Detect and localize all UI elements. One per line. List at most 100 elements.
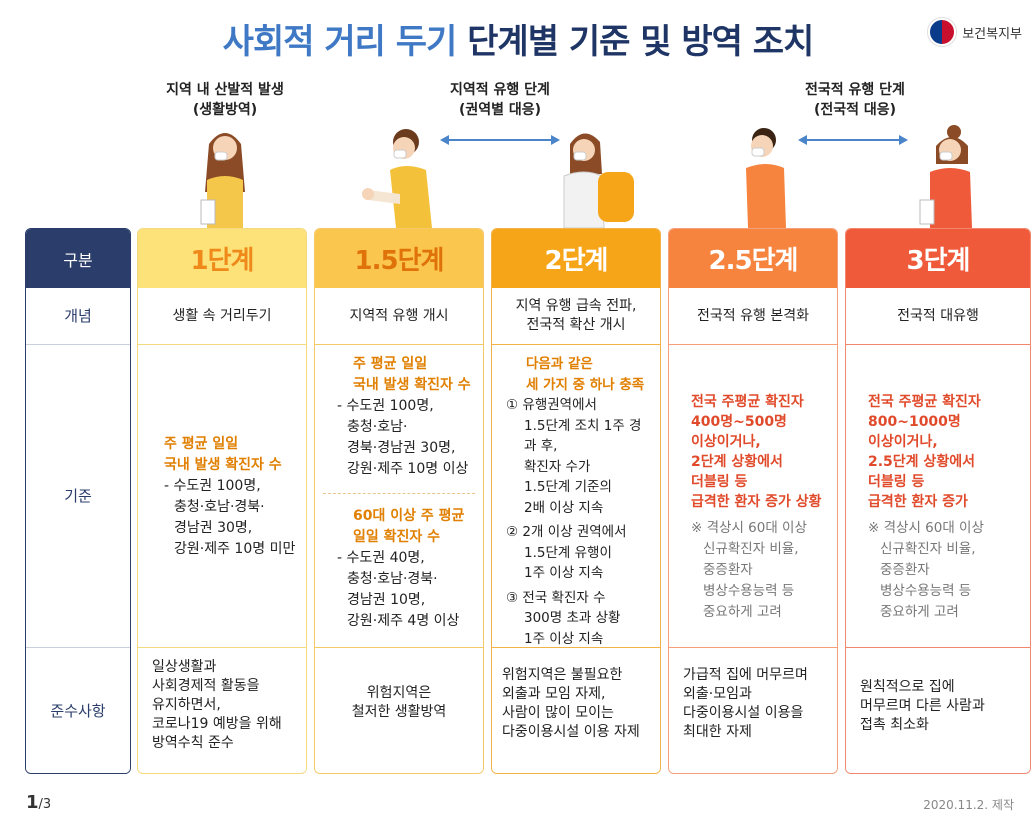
- stage25-criteria-line: 전국 주평균 확진자: [691, 394, 804, 410]
- stage15-criteria-b-line: 강원·제주 4명 이상: [347, 613, 460, 629]
- stage3-criteria: 전국 주평균 확진자 800~1000명 이상이거나, 2.5단계 상황에서 더…: [858, 392, 1030, 623]
- stage3-compliance: 원칙적으로 집에 머무르며 다른 사람과 접촉 최소화: [846, 648, 1030, 773]
- stage25-criteria-line: 2단계 상황에서: [691, 454, 783, 470]
- stage25-criteria-line: 더블링 등: [691, 474, 748, 490]
- stage15-criteria-a-line: 충청·호남·: [347, 419, 408, 435]
- person-stage25-illustration: [746, 128, 786, 228]
- stage3-criteria-line: 급격한 환자 증가: [868, 494, 968, 510]
- stage3-compliance-line: 머무르며 다른 사람과: [860, 698, 985, 714]
- stage25-criteria: 전국 주평균 확진자 400명~500명 이상이거나, 2단계 상황에서 더블링…: [681, 392, 837, 623]
- stage25-criteria-line: 400명~500명: [691, 414, 787, 430]
- stage25-note-line: 신규확진자 비율,: [703, 541, 799, 557]
- page-title: 사회적 거리 두기 단계별 기준 및 방역 조치: [0, 14, 1036, 63]
- stage1-concept: 생활 속 거리두기: [172, 307, 272, 324]
- stage1-compliance: 일상생활과 사회경제적 활동을 유지하면서, 코로나19 예방을 위해 방역수칙…: [138, 648, 306, 773]
- stage15-criteria-b-line: - 수도권 40명,: [337, 550, 425, 566]
- stage2-criteria-item: 300명 초과 상황: [524, 610, 621, 626]
- stage2-criteria-item: ② 2개 이상 권역에서: [506, 524, 627, 540]
- stage2-criteria-item: ① 유행권역에서: [506, 397, 597, 413]
- stage2-criteria-item: 확진자 수가: [524, 458, 591, 475]
- phase-label-national: 전국적 유행 단계 (전국적 대응): [785, 80, 925, 120]
- phase-label-local-line2: (생활방역): [192, 102, 258, 118]
- stage2-criteria: 다음과 같은 세 가지 중 하나 충족 ① 유행권역에서 1.5단계 조치 1주…: [496, 354, 660, 649]
- stage15-criteria-b-line: 충청·호남·경북·: [347, 571, 438, 587]
- stage3-criteria-line: 800~1000명: [868, 414, 961, 430]
- phase-label-regional-line1: 지역적 유행 단계: [450, 82, 550, 98]
- stage15-criteria-a-line: 강원·제주 10명 이상: [347, 461, 469, 477]
- stage-column-3: 3단계 전국적 대유행 전국 주평균 확진자 800~1000명 이상이거나, …: [845, 228, 1031, 774]
- person-stage1-illustration: [200, 133, 245, 228]
- stage-column-15: 1.5단계 지역적 유행 개시 주 평균 일일 국내 발생 확진자 수 - 수도…: [314, 228, 484, 774]
- stage-table: 구분 개념 기준 준수사항 1단계 생활 속 거리두기 주 평균 일일 국내 발…: [25, 228, 1031, 774]
- taegeuk-logo-icon: [928, 18, 957, 46]
- stage-name-1: 1단계: [138, 229, 306, 288]
- stage-column-25: 2.5단계 전국적 유행 본격화 전국 주평균 확진자 400명~500명 이상…: [668, 228, 838, 774]
- person-stage15-illustration: [362, 129, 432, 228]
- stage2-criteria-item: 1.5단계 기준의: [524, 479, 612, 495]
- stage15-compliance: 위험지역은 철저한 생활방역: [315, 648, 483, 773]
- org-name: 보건복지부: [962, 26, 1022, 42]
- stage-column-2: 2단계 지역 유행 급속 전파, 전국적 확산 개시 다음과 같은 세 가지 중…: [491, 228, 661, 774]
- stage2-concept: 지역 유행 급속 전파, 전국적 확산 개시: [492, 288, 660, 344]
- stage15-compliance-line: 철저한 생활방역: [351, 704, 447, 720]
- stage2-criteria-title2: 세 가지 중 하나 충족: [526, 376, 645, 393]
- stage25-note-line: ※ 격상시 60대 이상: [691, 520, 807, 536]
- stage25-compliance-line: 외출·모임과: [683, 686, 752, 702]
- stage15-compliance-line: 위험지역은: [366, 685, 432, 701]
- row-label-compliance: 준수사항: [50, 702, 106, 720]
- stage1-criteria-line: 충청·호남·경북·: [174, 499, 265, 515]
- stage15-criteria-b: 60대 이상 주 평균 일일 확진자 수 - 수도권 40명, 충청·호남·경북…: [327, 506, 483, 632]
- stage1-criteria-line: 강원·제주 10명 미만: [174, 541, 296, 557]
- stage2-criteria-item: 1주 이상 지속: [524, 630, 604, 647]
- stage3-note-line: 중증환자: [880, 562, 930, 578]
- stage3-note-line: 신규확진자 비율,: [880, 541, 976, 557]
- phase-label-national-line2: (전국적 대응): [813, 102, 897, 118]
- stage-column-1: 1단계 생활 속 거리두기 주 평균 일일 국내 발생 확진자 수 - 수도권 …: [137, 228, 307, 774]
- row-label-criteria: 기준: [64, 486, 92, 505]
- stage2-criteria-item: 1.5단계 조치 1주 경과 후,: [524, 417, 642, 455]
- stage3-criteria-line: 2.5단계 상황에서: [868, 454, 975, 470]
- stage3-concept: 전국적 대유행: [897, 307, 979, 324]
- double-arrow-icon: [440, 135, 560, 145]
- phase-label-regional: 지역적 유행 단계 (권역별 대응): [430, 80, 570, 120]
- phase-label-regional-line2: (권역별 대응): [458, 102, 542, 118]
- stage2-compliance-line: 사람이 많이 모이는: [502, 705, 614, 721]
- stage25-compliance-line: 다중이용시설 이용을: [683, 705, 804, 721]
- criteria-divider: [323, 493, 475, 494]
- stage2-criteria-item: 2배 이상 지속: [524, 499, 604, 516]
- ministry-logo: 보건복지부: [928, 18, 1022, 46]
- double-arrow-icon: [798, 135, 908, 145]
- phase-label-national-line1: 전국적 유행 단계: [805, 82, 905, 98]
- stage15-criteria-a-line: 경북·경남권 30명,: [347, 440, 456, 456]
- stage15-criteria-a-line: - 수도권 100명,: [337, 398, 434, 414]
- stage2-compliance: 위험지역은 불필요한 외출과 모임 자제, 사람이 많이 모이는 다중이용시설 …: [492, 648, 660, 773]
- stage25-note-line: 병상수용능력 등: [703, 583, 795, 599]
- stage25-note-line: 중요하게 고려: [703, 604, 782, 620]
- stage3-criteria-line: 이상이거나,: [868, 434, 938, 450]
- stage15-criteria-a: 주 평균 일일 국내 발생 확진자 수 - 수도권 100명, 충청·호남· 경…: [327, 354, 483, 480]
- person-stage3-illustration: [919, 125, 972, 228]
- production-date: 2020.11.2. 제작: [923, 798, 1014, 812]
- stage15-criteria-a-title1: 주 평균 일일: [353, 356, 428, 372]
- stage2-criteria-item: ③ 전국 확진자 수: [506, 589, 606, 606]
- stage3-criteria-line: 더블링 등: [868, 474, 925, 490]
- stage1-criteria: 주 평균 일일 국내 발생 확진자 수 - 수도권 100명, 충청·호남·경북…: [154, 434, 306, 560]
- stage-name-2: 2단계: [492, 229, 660, 288]
- stage3-note-line: ※ 격상시 60대 이상: [868, 520, 984, 536]
- page-current: 1: [26, 792, 39, 813]
- stage25-compliance-line: 최대한 자제: [683, 724, 752, 740]
- stage-name-3: 3단계: [846, 229, 1030, 288]
- stage3-compliance-line: 원칙적으로 집에: [860, 679, 955, 695]
- stage15-criteria-b-title1: 60대 이상 주 평균: [353, 508, 465, 524]
- stage2-concept-line1: 지역 유행 급속 전파,: [515, 298, 637, 314]
- stage-name-25: 2.5단계: [669, 229, 837, 288]
- stage3-compliance-line: 접촉 최소화: [860, 717, 929, 733]
- stage1-criteria-title2: 국내 발생 확진자 수: [164, 457, 282, 473]
- row-label-concept: 개념: [64, 306, 92, 325]
- stage2-compliance-line: 외출과 모임 자제,: [502, 686, 606, 702]
- stage15-criteria-a-title2: 국내 발생 확진자 수: [353, 377, 471, 393]
- stage2-criteria-item: 1주 이상 지속: [524, 565, 604, 581]
- stage25-criteria-line: 이상이거나,: [691, 434, 761, 450]
- stage3-note-line: 병상수용능력 등: [880, 583, 972, 599]
- stage2-criteria-title1: 다음과 같은: [526, 356, 593, 372]
